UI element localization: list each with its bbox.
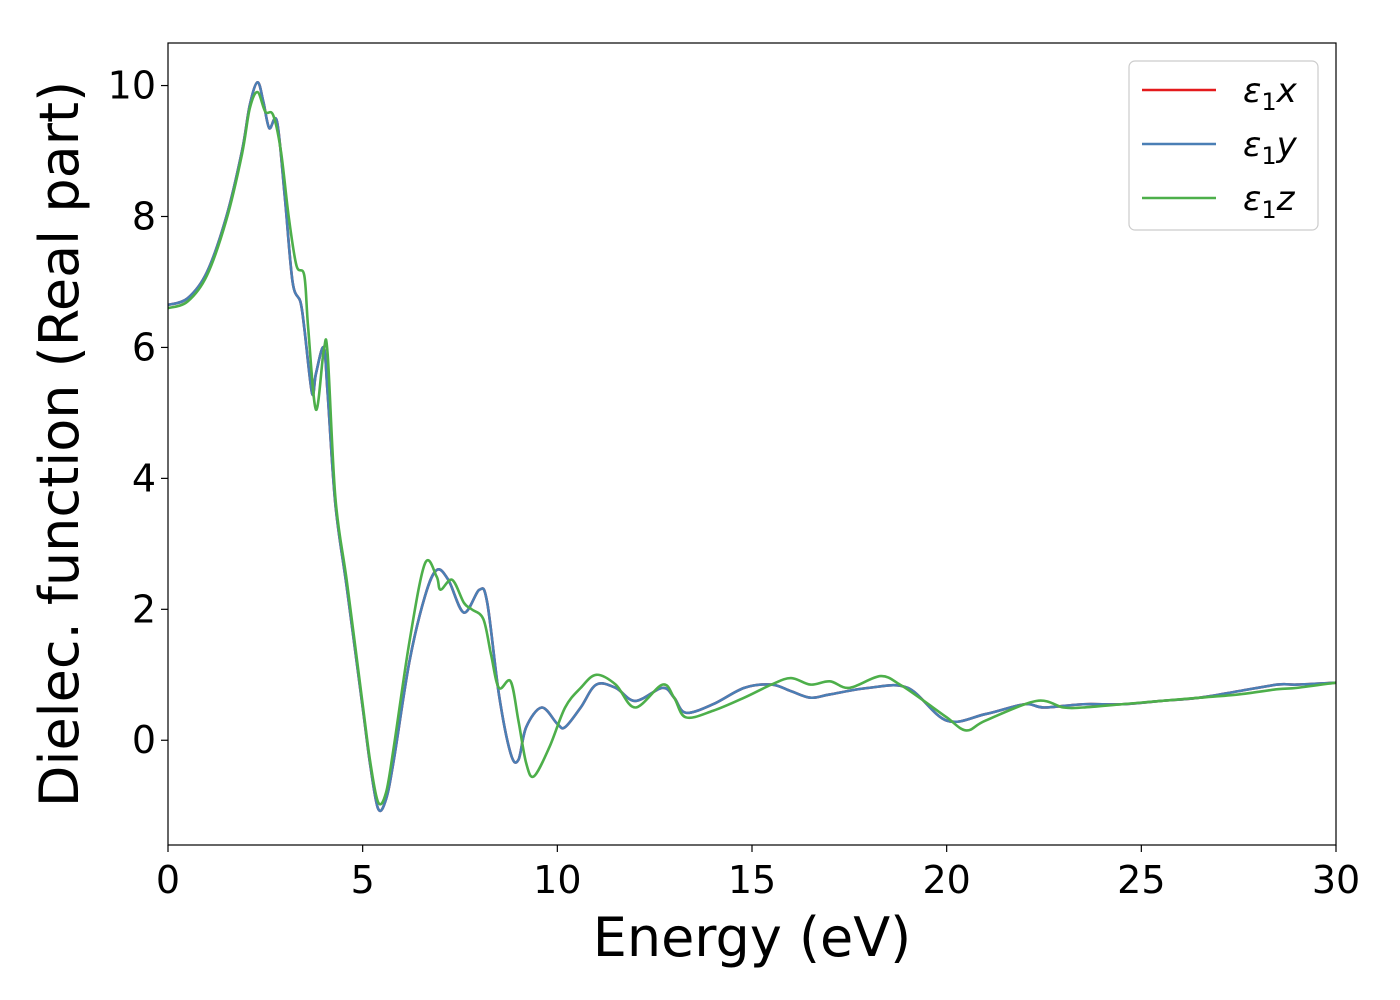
series-line-y xyxy=(168,80,1336,813)
y-tick-label: 4 xyxy=(132,456,156,500)
plot-lines xyxy=(168,80,1336,813)
legend-label-z: ε1z xyxy=(1243,179,1296,224)
legend: ε1x ε1y ε1z xyxy=(1128,60,1319,231)
x-tick-label: 25 xyxy=(1117,858,1165,902)
y-tick-label: 8 xyxy=(132,194,156,238)
legend-box xyxy=(1128,60,1319,231)
x-axis-ticks: 0 5 10 15 20 25 30 xyxy=(156,845,1360,902)
y-tick-label: 0 xyxy=(132,718,156,762)
legend-label-y: ε1y xyxy=(1243,125,1298,170)
legend-label-x: ε1x xyxy=(1243,71,1298,116)
x-tick-label: 5 xyxy=(351,858,375,902)
x-tick-label: 30 xyxy=(1312,858,1360,902)
x-axis-title: Energy (eV) xyxy=(593,906,912,969)
series-line-z xyxy=(168,90,1336,806)
x-tick-label: 0 xyxy=(156,858,180,902)
x-tick-label: 15 xyxy=(728,858,776,902)
y-tick-label: 10 xyxy=(108,64,156,108)
y-tick-label: 2 xyxy=(132,587,156,631)
x-tick-label: 10 xyxy=(533,858,581,902)
y-tick-label: 6 xyxy=(132,325,156,369)
y-axis-title: Dielec. function (Real part) xyxy=(28,81,91,807)
y-axis-ticks: 0 2 4 6 8 10 xyxy=(108,64,168,762)
x-tick-label: 20 xyxy=(922,858,970,902)
